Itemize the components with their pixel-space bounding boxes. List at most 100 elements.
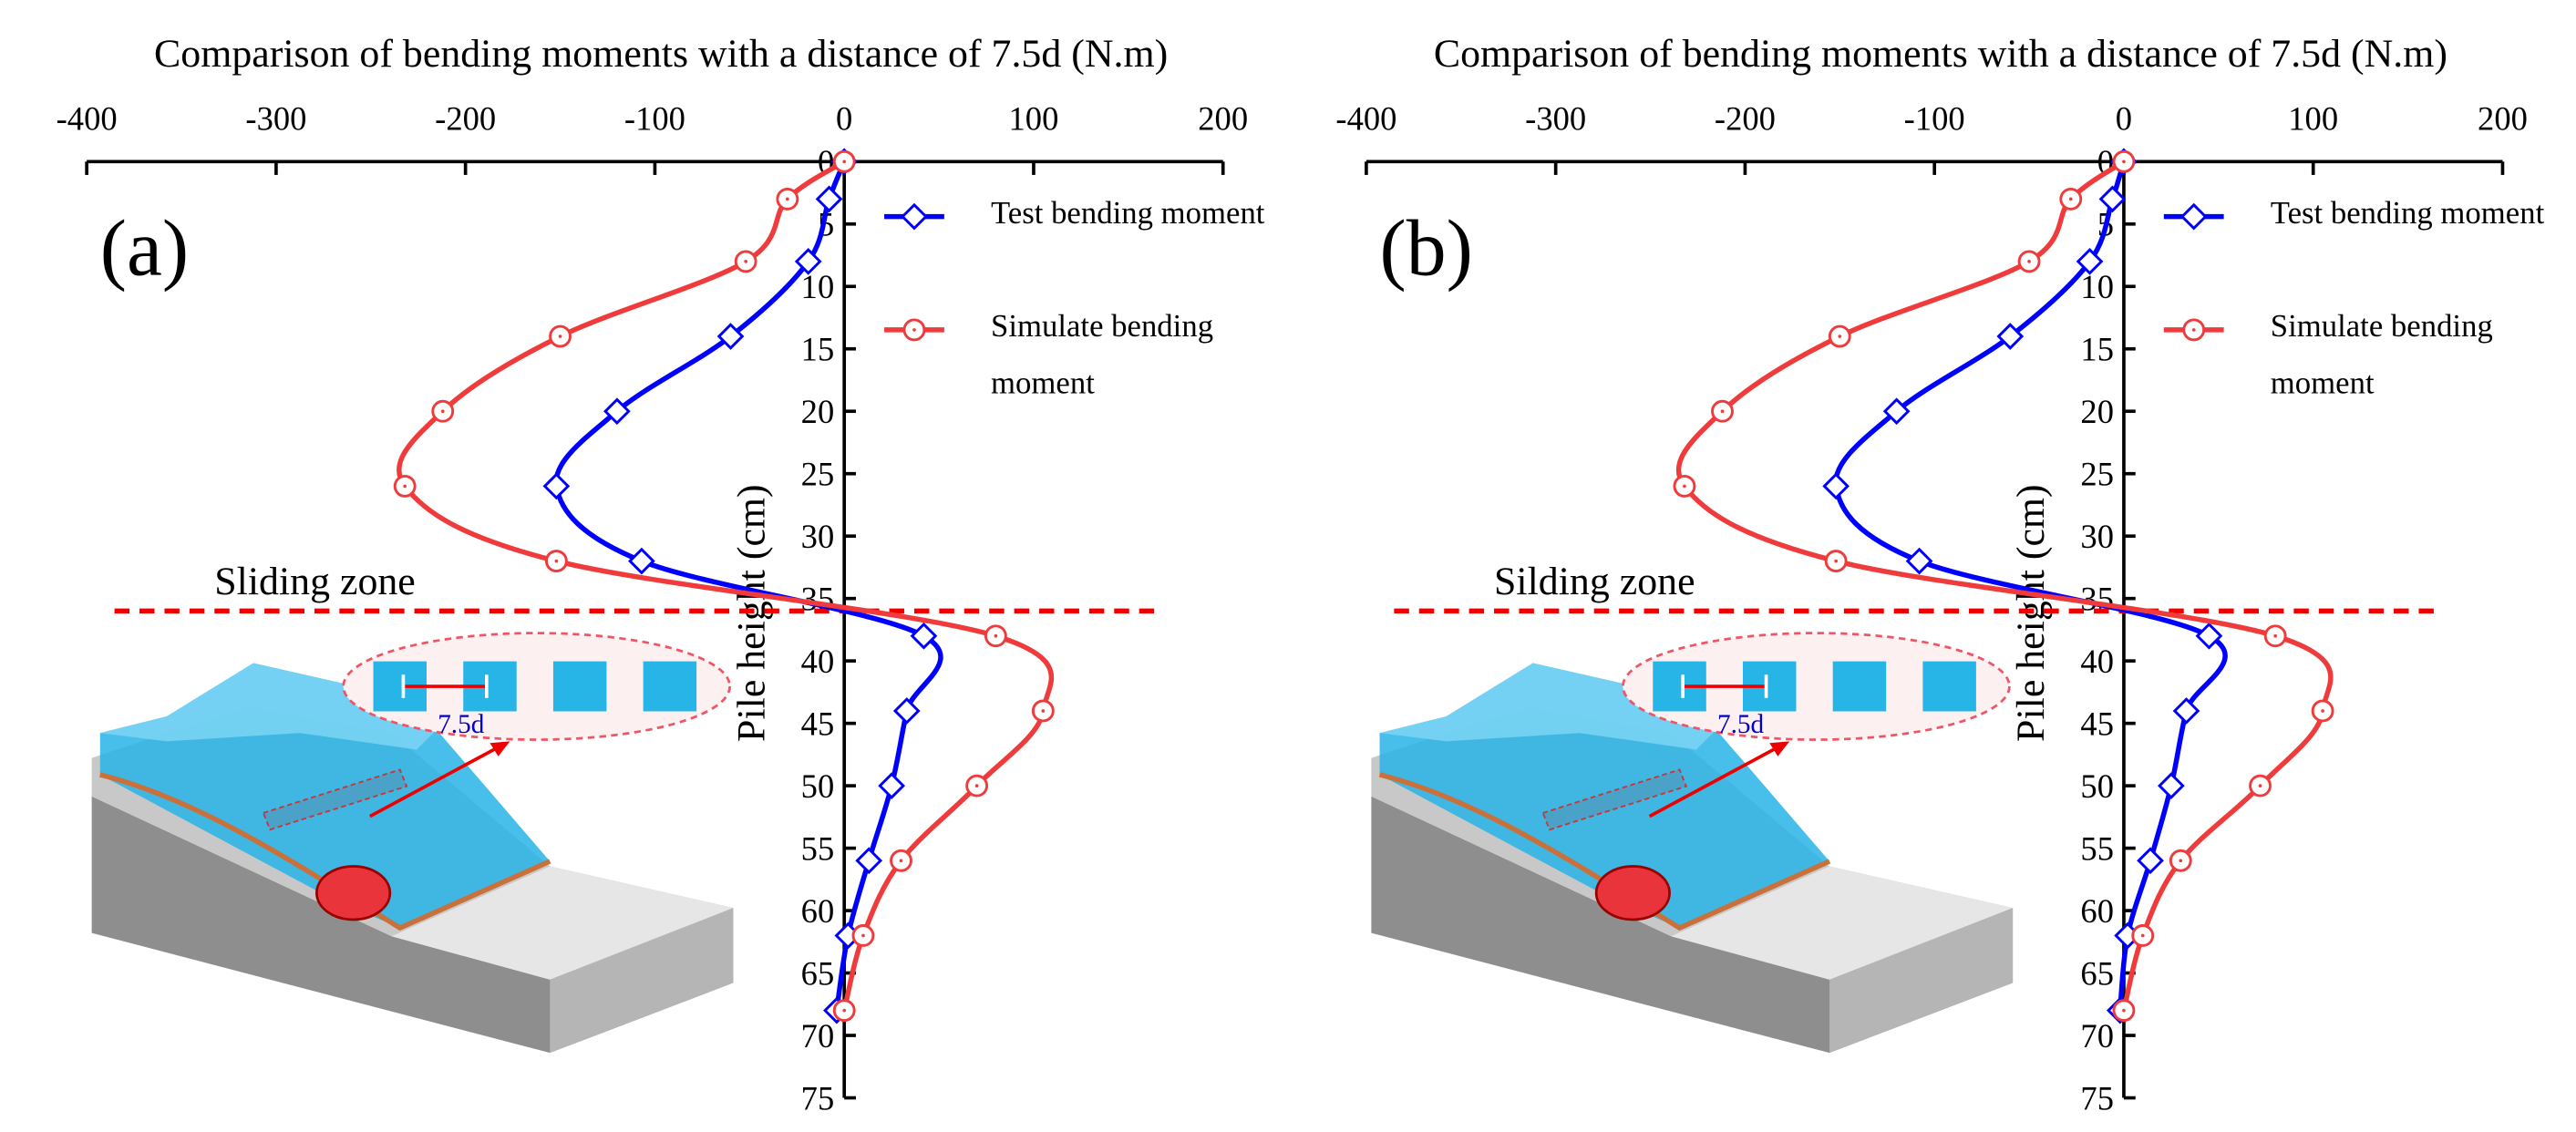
data-point bbox=[1882, 397, 1911, 426]
y-tick-label: 70 bbox=[801, 1017, 835, 1055]
y-tick-label: 50 bbox=[801, 767, 835, 805]
x-tick-label: -200 bbox=[435, 100, 496, 138]
point-dot bbox=[1834, 559, 1838, 563]
legend-label: Test bending moment bbox=[2270, 196, 2545, 232]
point-dot bbox=[1838, 334, 1842, 338]
x-tick-label: -100 bbox=[1904, 100, 1965, 138]
inset-label: 7.5d bbox=[438, 710, 485, 739]
panel-label: (b) bbox=[1380, 204, 1473, 293]
y-tick-label: 75 bbox=[801, 1079, 835, 1117]
data-point bbox=[2076, 248, 2104, 275]
data-point bbox=[1822, 472, 1850, 500]
legend-entry: Simulate bending moment bbox=[2271, 310, 2493, 402]
x-tick-label: -100 bbox=[624, 100, 685, 138]
data-point bbox=[794, 248, 822, 275]
data-point bbox=[2179, 202, 2208, 231]
point-dot bbox=[842, 160, 847, 164]
data-point bbox=[716, 323, 745, 350]
legend-entry: Simulate bending moment bbox=[991, 309, 1214, 402]
data-point bbox=[2137, 847, 2164, 875]
x-tick-label: -300 bbox=[245, 100, 306, 138]
point-dot bbox=[440, 409, 445, 414]
x-tick-label: 0 bbox=[836, 100, 852, 138]
sliding-zone-label: Silding zone bbox=[1494, 560, 1695, 603]
y-tick-label: 25 bbox=[801, 456, 835, 493]
inset-label: 7.5d bbox=[1717, 710, 1765, 739]
y-tick-label: 40 bbox=[2080, 643, 2114, 680]
point-dot bbox=[744, 260, 747, 263]
point-dot bbox=[403, 484, 407, 489]
data-point bbox=[628, 547, 655, 575]
point-dot bbox=[912, 328, 916, 332]
point-dot bbox=[2140, 933, 2145, 938]
y-tick-label: 60 bbox=[801, 892, 835, 930]
data-point bbox=[878, 772, 905, 799]
point-dot bbox=[842, 1008, 847, 1013]
data-point bbox=[855, 847, 883, 875]
y-tick-label: 40 bbox=[801, 643, 835, 680]
slope-illustration bbox=[1371, 633, 2013, 1054]
series-line bbox=[1675, 160, 2334, 1012]
y-tick-label: 45 bbox=[801, 705, 835, 742]
series-line bbox=[397, 159, 1055, 1012]
x-tick-label: -400 bbox=[57, 100, 118, 138]
legend-label: Test bending moment bbox=[991, 196, 1265, 232]
x-tick-label: 100 bbox=[1009, 100, 1059, 138]
point-dot bbox=[2258, 784, 2262, 787]
x-tick-label: -200 bbox=[1715, 100, 1776, 138]
data-point bbox=[1905, 547, 1933, 575]
x-tick-label: 200 bbox=[2478, 100, 2528, 138]
panel-label: (a) bbox=[100, 204, 189, 293]
x-tick-label: 100 bbox=[2288, 100, 2338, 138]
data-point bbox=[815, 185, 843, 213]
y-tick-label: 65 bbox=[801, 954, 835, 992]
y-tick-label: 25 bbox=[2080, 456, 2114, 493]
point-dot bbox=[2273, 633, 2277, 638]
data-point bbox=[542, 472, 571, 500]
y-tick-label: 20 bbox=[801, 393, 835, 430]
legend-label: Simulate bending moment bbox=[991, 309, 1214, 402]
point-dot bbox=[2191, 328, 2196, 332]
data-point bbox=[2172, 697, 2200, 725]
legend-entry: Test bending moment bbox=[2270, 196, 2545, 232]
data-point bbox=[910, 622, 938, 650]
point-dot bbox=[2321, 709, 2324, 713]
y-tick-label: 55 bbox=[2080, 829, 2114, 867]
chart-title: Comparison of bending moments with a dis… bbox=[154, 32, 1168, 76]
x-tick-label: 200 bbox=[1198, 100, 1248, 138]
point-dot bbox=[1041, 709, 1046, 713]
point-dot bbox=[899, 859, 903, 863]
data-point bbox=[2098, 185, 2127, 213]
x-tick-label: 0 bbox=[2116, 100, 2132, 138]
y-tick-label: 30 bbox=[801, 518, 835, 555]
y-tick-label: 20 bbox=[2080, 393, 2114, 430]
y-tick-label: 60 bbox=[2080, 892, 2114, 930]
chart-title: Comparison of bending moments with a dis… bbox=[1434, 32, 2447, 76]
x-tick-label: -400 bbox=[1335, 100, 1396, 138]
y-tick-label: 45 bbox=[2080, 705, 2114, 742]
y-tick-label: 65 bbox=[2080, 954, 2114, 992]
point-dot bbox=[994, 633, 998, 638]
data-point bbox=[892, 697, 921, 725]
point-dot bbox=[861, 933, 865, 938]
data-point bbox=[1996, 323, 2025, 350]
point-dot bbox=[786, 197, 789, 201]
point-dot bbox=[2068, 197, 2073, 201]
legend-entry: Test bending moment bbox=[991, 196, 1265, 232]
point-dot bbox=[2122, 1008, 2126, 1013]
slope-illustration bbox=[92, 633, 734, 1054]
y-tick-label: 75 bbox=[2080, 1079, 2114, 1117]
point-dot bbox=[554, 559, 559, 563]
y-tick-label: 10 bbox=[801, 268, 835, 305]
y-tick-label: 15 bbox=[2080, 331, 2114, 368]
y-tick-label: 55 bbox=[801, 829, 835, 867]
point-dot bbox=[2122, 160, 2126, 164]
point-dot bbox=[558, 334, 562, 338]
series-line bbox=[553, 160, 943, 1012]
series-line bbox=[1833, 160, 2228, 1011]
point-dot bbox=[2027, 260, 2031, 263]
data-point bbox=[2158, 772, 2185, 799]
y-tick-label: 30 bbox=[2080, 518, 2114, 555]
sliding-zone-label: Sliding zone bbox=[214, 560, 416, 603]
